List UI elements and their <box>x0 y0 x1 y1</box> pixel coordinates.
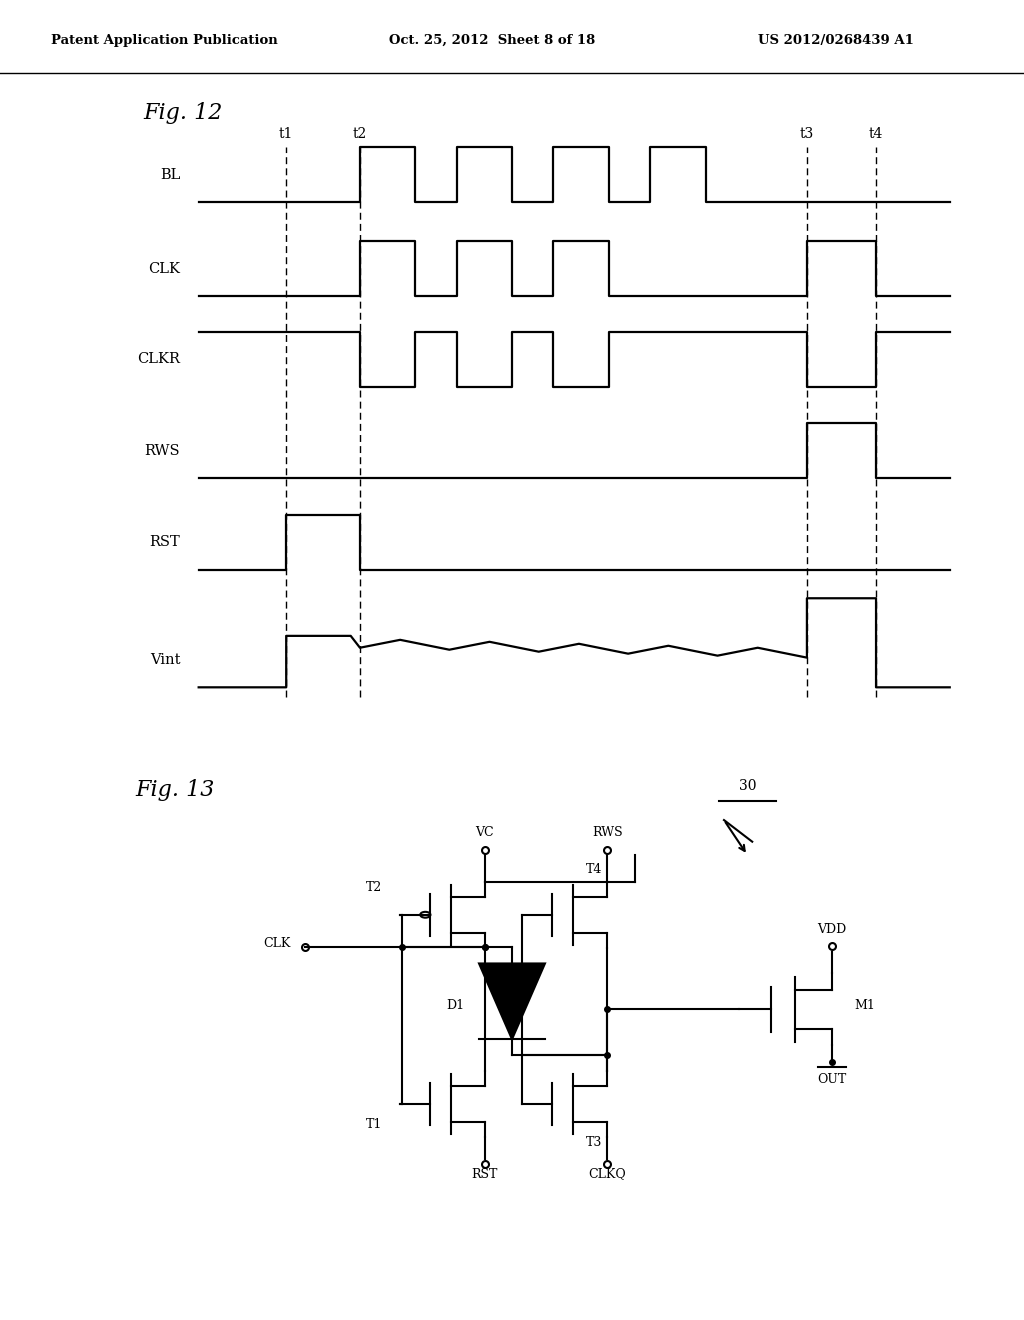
Text: Fig. 12: Fig. 12 <box>143 102 223 124</box>
Polygon shape <box>479 964 545 1039</box>
Text: RST: RST <box>471 1167 498 1180</box>
Text: RWS: RWS <box>592 826 623 840</box>
Text: RST: RST <box>150 535 180 549</box>
Text: t1: t1 <box>279 127 294 141</box>
Text: BL: BL <box>160 168 180 182</box>
Text: CLKR: CLKR <box>137 352 180 366</box>
Text: CLKQ: CLKQ <box>588 1167 626 1180</box>
Text: t4: t4 <box>868 127 884 141</box>
Text: T2: T2 <box>367 880 383 894</box>
Text: US 2012/0268439 A1: US 2012/0268439 A1 <box>758 34 913 46</box>
Text: CLK: CLK <box>148 261 180 276</box>
Text: T4: T4 <box>587 863 602 876</box>
Text: RWS: RWS <box>144 444 180 458</box>
Text: VDD: VDD <box>817 923 847 936</box>
Text: VC: VC <box>475 826 494 840</box>
Text: T3: T3 <box>587 1135 602 1148</box>
Text: OUT: OUT <box>817 1073 847 1086</box>
Text: CLK: CLK <box>263 937 291 950</box>
Text: Oct. 25, 2012  Sheet 8 of 18: Oct. 25, 2012 Sheet 8 of 18 <box>389 34 595 46</box>
Text: D1: D1 <box>446 999 465 1012</box>
Text: 30: 30 <box>738 779 757 793</box>
Text: Fig. 13: Fig. 13 <box>135 779 215 801</box>
Text: Vint: Vint <box>150 653 180 667</box>
Text: t2: t2 <box>353 127 367 141</box>
Text: t3: t3 <box>800 127 814 141</box>
Text: Patent Application Publication: Patent Application Publication <box>51 34 278 46</box>
Text: T1: T1 <box>367 1118 383 1131</box>
Text: M1: M1 <box>854 999 874 1012</box>
